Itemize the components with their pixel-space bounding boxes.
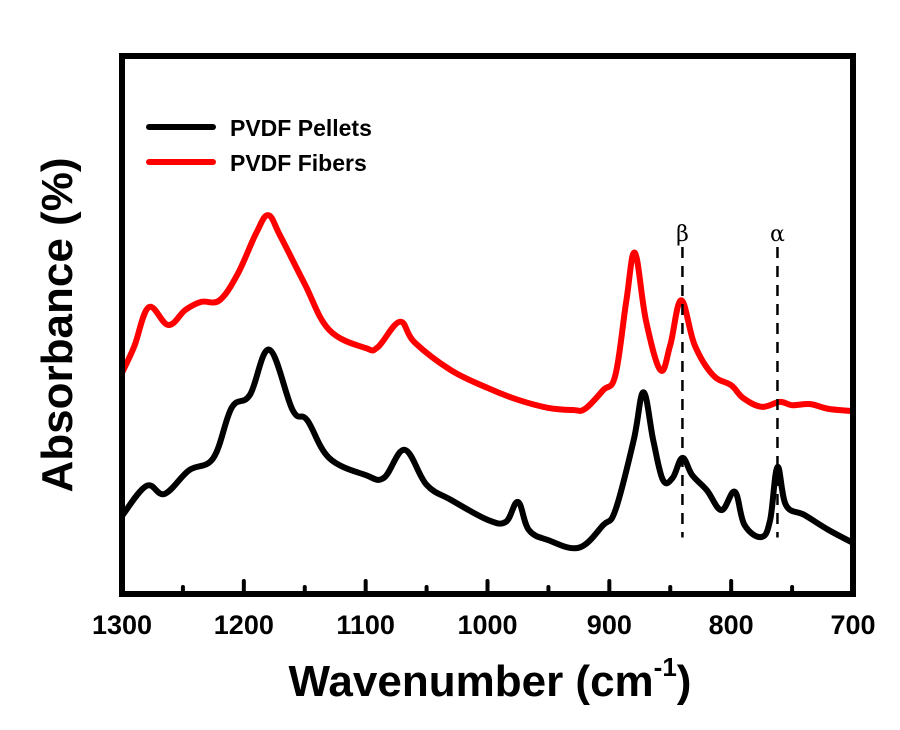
x-axis-title-superscript: -1 <box>654 652 677 682</box>
legend: PVDF Pellets PVDF Fibers <box>146 115 372 176</box>
x-tick-label-700: 700 <box>830 610 875 640</box>
x-tick-label-1200: 1200 <box>214 610 274 640</box>
y-axis-title: Absorbance (%) <box>33 158 82 493</box>
svg-text:Wavenumber (cm-1): Wavenumber (cm-1) <box>289 652 692 706</box>
annotation-label-840: β <box>676 222 689 247</box>
x-tick-label-1300: 1300 <box>92 610 152 640</box>
series-layer <box>119 212 855 552</box>
x-axis-title-close: ) <box>677 657 692 706</box>
x-axis-title-main: Wavenumber (cm <box>289 657 654 706</box>
legend-label-fibers: PVDF Fibers <box>230 150 367 176</box>
x-axis-title: Wavenumber (cm-1) <box>289 652 692 706</box>
series-line-pvdf-fibers <box>119 212 854 415</box>
x-tick-label-layer: 1300 1200 1100 1000 900 800 700 <box>92 610 876 640</box>
x-tick-label-1000: 1000 <box>457 610 517 640</box>
series-line-pvdf-pellets <box>119 346 855 552</box>
x-tick-label-1100: 1100 <box>336 610 395 640</box>
annotation-label-762: α <box>770 222 785 247</box>
legend-label-pellets: PVDF Pellets <box>230 115 372 141</box>
x-tick-layer <box>120 579 855 596</box>
x-tick-label-900: 900 <box>587 610 632 640</box>
x-tick-label-800: 800 <box>709 610 754 640</box>
